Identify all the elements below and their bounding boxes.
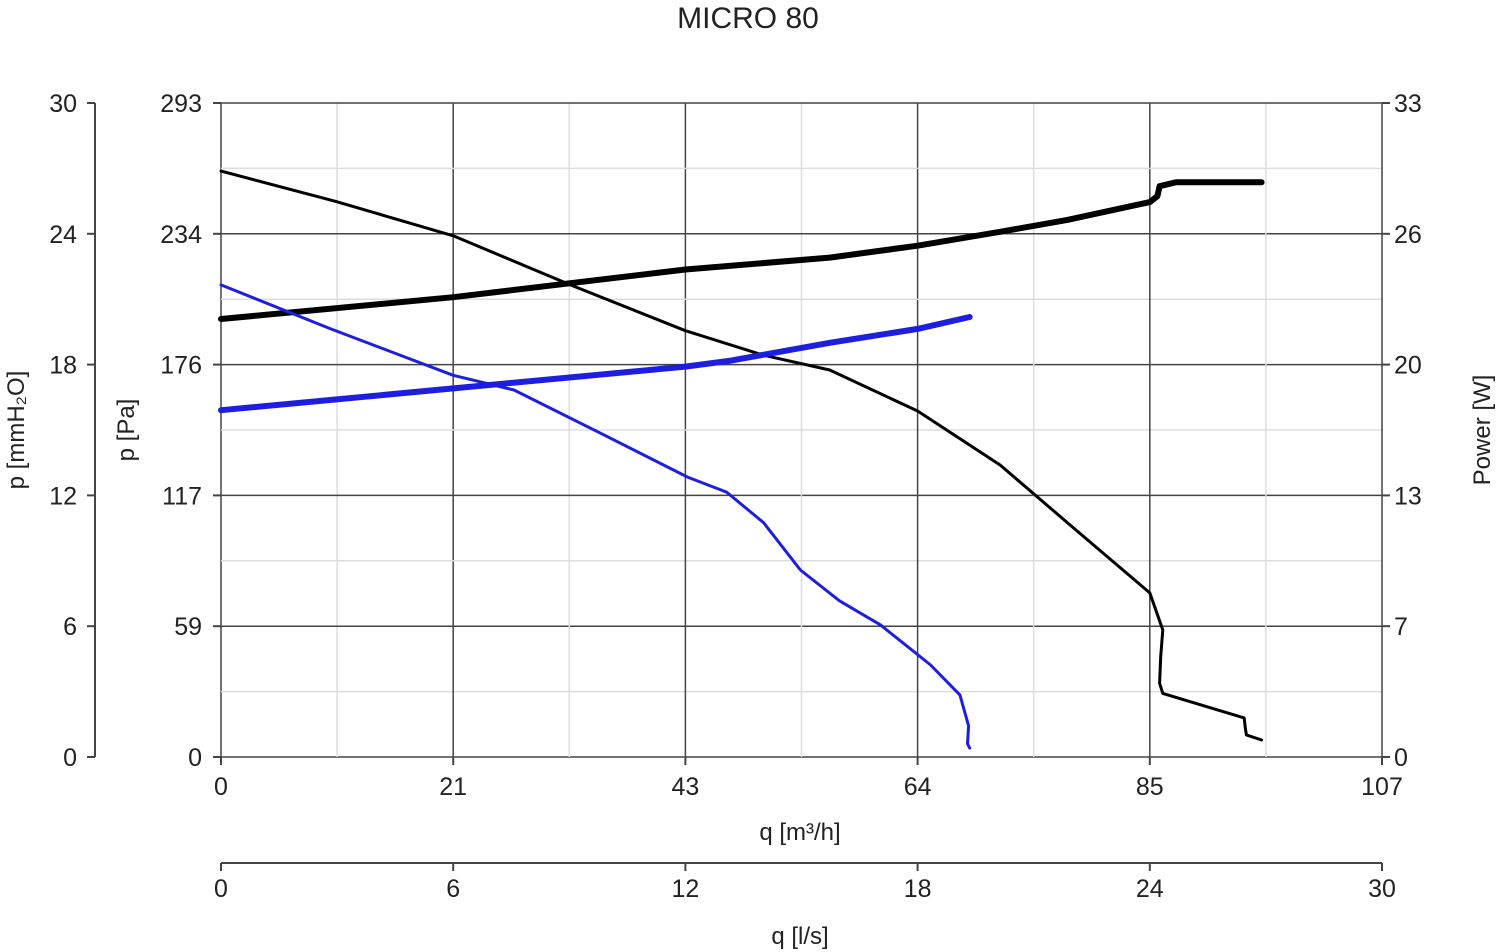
pa-tick-label: 293 xyxy=(160,90,202,118)
ls-tick-label: 12 xyxy=(671,875,699,903)
ls-tick-label: 30 xyxy=(1368,875,1396,903)
mmh2o-tick-label: 30 xyxy=(49,90,77,118)
series-line-pressure-low-speed xyxy=(219,283,972,750)
pa-tick-label: 59 xyxy=(174,613,202,641)
x-secondary-axis-label: q [l/s] xyxy=(771,923,828,950)
x-tick-label: 0 xyxy=(214,773,228,801)
ls-tick-label: 0 xyxy=(214,875,228,903)
x-tick-label: 107 xyxy=(1361,773,1403,801)
pa-tick-label: 234 xyxy=(160,221,202,249)
x-tick-label: 85 xyxy=(1136,773,1164,801)
x-tick-label: 43 xyxy=(671,773,699,801)
power-tick-label: 33 xyxy=(1394,90,1422,118)
power-tick-label: 0 xyxy=(1394,744,1408,772)
power-tick-label: 26 xyxy=(1394,221,1422,249)
mmh2o-tick-label: 6 xyxy=(63,613,77,641)
y-pa-axis-label: p [Pa] xyxy=(113,399,140,462)
mmh2o-tick-label: 18 xyxy=(49,352,77,380)
power-tick-label: 13 xyxy=(1394,482,1422,510)
series-line-power-high-speed xyxy=(218,179,1265,322)
x-axis-label: q [m³/h] xyxy=(759,819,840,846)
grid xyxy=(220,102,1383,758)
series-line-power-low-speed xyxy=(218,314,973,414)
series-group xyxy=(218,169,1265,750)
mmh2o-tick-label: 12 xyxy=(49,482,77,510)
pa-tick-label: 0 xyxy=(188,744,202,772)
power-tick-label: 7 xyxy=(1394,613,1408,641)
y-power-axis-label: Power [W] xyxy=(1469,375,1496,486)
mmh2o-tick-label: 24 xyxy=(49,221,77,249)
power-tick-label: 20 xyxy=(1394,352,1422,380)
x-tick-label: 64 xyxy=(904,773,932,801)
mmh2o-tick-label: 0 xyxy=(63,744,77,772)
pa-tick-label: 117 xyxy=(162,482,202,510)
y-mmh2o-axis-label: p [mmH₂O] xyxy=(3,371,30,490)
pa-tick-label: 176 xyxy=(160,352,202,380)
series-line-pressure-high-speed xyxy=(219,169,1264,742)
ls-tick-label: 6 xyxy=(446,875,460,903)
ls-tick-label: 24 xyxy=(1136,875,1164,903)
x-tick-label: 21 xyxy=(439,773,467,801)
ls-tick-label: 18 xyxy=(904,875,932,903)
chart-title: MICRO 80 xyxy=(677,2,819,35)
